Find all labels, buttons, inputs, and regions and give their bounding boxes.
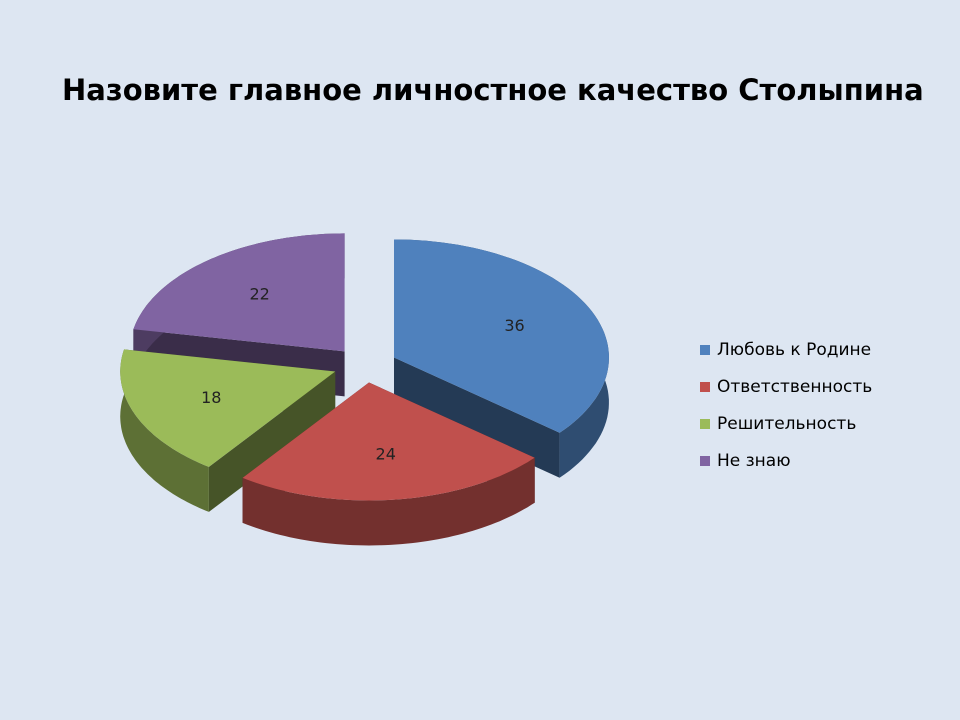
legend-label: Любовь к Родине	[717, 340, 871, 360]
legend-swatch	[700, 456, 710, 466]
slice-side	[394, 357, 560, 478]
chart-title: Назовите главное личностное качество Сто…	[62, 73, 924, 107]
legend-label: Решительность	[717, 414, 856, 434]
legend-label: Не знаю	[717, 451, 791, 471]
slice	[394, 239, 609, 433]
slice-group: 36	[394, 239, 609, 478]
slice-wall	[242, 457, 535, 546]
value-label: 18	[201, 388, 221, 407]
legend-swatch	[700, 419, 710, 429]
slice	[133, 233, 345, 352]
legend-swatch	[700, 345, 710, 355]
slice-group: 18	[120, 349, 336, 512]
slice	[242, 382, 535, 501]
value-label: 22	[249, 285, 269, 304]
slice-group: 24	[242, 382, 535, 546]
slice	[120, 349, 336, 467]
legend-label: Ответственность	[717, 377, 872, 397]
slice-wall	[120, 349, 209, 512]
value-label: 24	[376, 445, 396, 464]
value-label: 36	[504, 316, 524, 335]
legend-swatch	[700, 382, 710, 392]
